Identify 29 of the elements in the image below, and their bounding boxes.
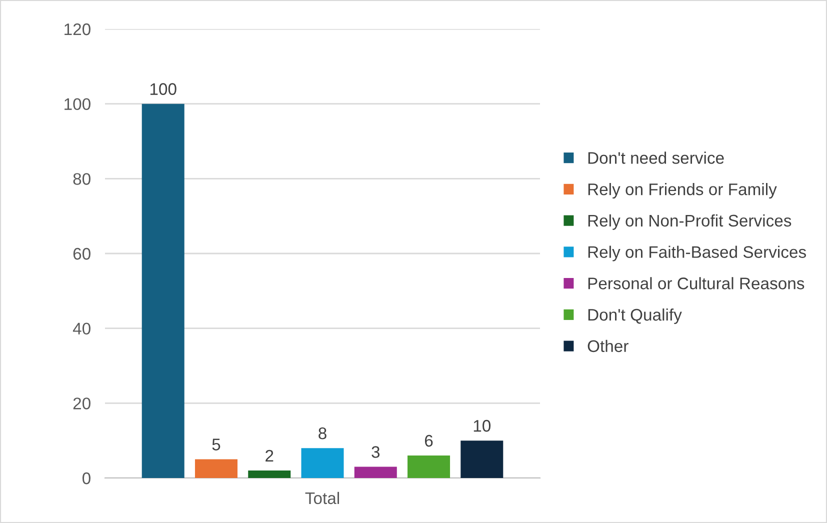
legend-label: Rely on Non-Profit Services xyxy=(588,214,792,230)
y-tick-label: 80 xyxy=(73,173,90,185)
bar xyxy=(248,470,291,478)
bar xyxy=(142,104,184,478)
y-tick-label: 120 xyxy=(64,23,90,36)
bar xyxy=(460,440,504,478)
y-tick-label: 0 xyxy=(82,472,90,484)
legend-label: Rely on Friends or Family xyxy=(588,182,777,199)
legend-label: Other xyxy=(588,340,628,352)
data-label: 2 xyxy=(266,450,274,462)
data-label: 3 xyxy=(372,446,380,458)
legend-label: Rely on Faith-Based Services xyxy=(588,246,806,262)
y-tick-label: 60 xyxy=(73,248,90,260)
data-label: 100 xyxy=(150,83,176,95)
bar xyxy=(301,448,344,478)
y-tick-label: 40 xyxy=(72,322,90,335)
legend-label: Don't need service xyxy=(588,152,724,164)
y-tick-label: 100 xyxy=(64,98,90,110)
bar xyxy=(354,466,397,478)
bar xyxy=(194,459,238,478)
data-label: 8 xyxy=(318,427,326,440)
data-label: 6 xyxy=(424,434,433,447)
x-tick-label: Total xyxy=(305,492,339,504)
data-label: 5 xyxy=(212,438,220,450)
legend-label: Personal or Cultural Reasons xyxy=(588,277,804,290)
bar xyxy=(408,456,450,478)
y-tick-label: 20 xyxy=(73,398,90,410)
data-label: 10 xyxy=(474,420,491,432)
legend-label: Don't Qualify xyxy=(588,308,682,324)
